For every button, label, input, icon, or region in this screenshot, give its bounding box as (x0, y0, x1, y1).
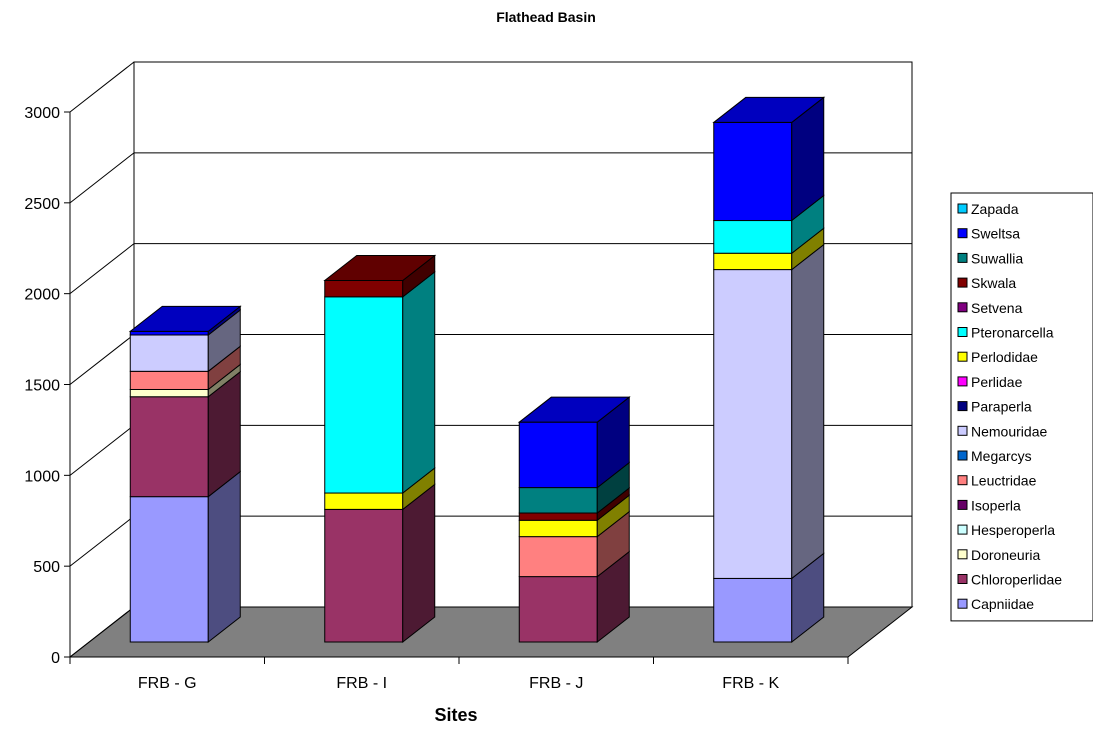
y-tick-label: 2500 (24, 196, 60, 213)
bar-segment (324, 508, 404, 643)
legend-label: Chloroperlidae (971, 572, 1062, 588)
bar-segment (518, 421, 598, 489)
legend-label: Sweltsa (971, 226, 1020, 242)
side-gridline (69, 606, 135, 658)
legend-swatch (957, 549, 968, 560)
x-tick-label: FRB - K (722, 675, 779, 692)
legend-label: Perlodidae (971, 349, 1038, 365)
bar-segment (518, 576, 598, 643)
legend-swatch (957, 450, 968, 461)
legend-label: Doroneuria (971, 547, 1040, 563)
legend-swatch (957, 277, 968, 288)
legend-swatch (957, 228, 968, 239)
side-gridline (69, 334, 135, 385)
bar-segment (518, 487, 598, 514)
legend-swatch (957, 351, 968, 362)
legend-swatch (957, 574, 968, 584)
bar-segment (324, 296, 404, 494)
legend-label: Suwallia (971, 250, 1023, 266)
bar-segment-side (207, 470, 241, 644)
y-tick-label: 1500 (24, 378, 60, 395)
bar-segment-top (517, 396, 631, 423)
bar-segment-side (791, 243, 825, 580)
bar-segment (129, 388, 209, 398)
side-gridline (69, 515, 135, 567)
bar-segment-side (402, 483, 436, 644)
side-gridline (69, 152, 135, 204)
legend-label: Paraperla (971, 399, 1032, 415)
legend-swatch (957, 499, 968, 510)
legend-label: Setvena (971, 300, 1023, 316)
legend-label: Pteronarcella (971, 325, 1054, 341)
legend-swatch (957, 425, 968, 436)
bar-segment (518, 536, 598, 578)
bar-segment (713, 252, 793, 271)
legend-label: Isoperla (971, 497, 1021, 513)
legend-swatch (957, 475, 968, 486)
bar-segment (518, 512, 598, 521)
bar-segment (129, 496, 209, 643)
side-gridline (69, 424, 135, 476)
bar-segment (713, 577, 793, 643)
bars (128, 96, 826, 644)
y-tick-label: 1000 (24, 468, 60, 485)
legend-swatch (957, 524, 968, 535)
bar-segment (129, 396, 209, 498)
bar-segment (713, 269, 793, 579)
bar-segment-top (323, 254, 437, 281)
legend-swatch (957, 327, 968, 337)
y-tick-label: 3000 (24, 105, 60, 122)
x-tick-label: FRB - I (336, 675, 387, 692)
bar-segment-top (128, 305, 242, 332)
legend-swatch (957, 401, 968, 412)
bar-segment (129, 330, 209, 336)
legend-swatch (957, 252, 968, 263)
chart-title: Flathead Basin (496, 9, 596, 25)
x-tick-label: FRB - G (138, 675, 197, 692)
legend-label: Nemouridae (971, 423, 1047, 439)
bar-segment (324, 492, 404, 510)
legend-swatch (957, 376, 968, 387)
legend: Zapada Sweltsa Suwallia Skwala Setvena Pteron… (950, 192, 1093, 622)
legend-label: Capniidae (971, 596, 1034, 612)
legend-label: Skwala (971, 275, 1016, 291)
bar-segment (713, 121, 793, 222)
bar-segment (324, 279, 404, 298)
bar-segment (713, 220, 793, 254)
legend-label: Hesperoperla (971, 522, 1055, 538)
legend-label: Zapada (971, 201, 1019, 217)
x-tick-label: FRB - J (529, 675, 583, 692)
legend-swatch (957, 302, 968, 313)
legend-label: Megarcys (971, 448, 1032, 464)
bar-segment (129, 370, 209, 390)
side-gridline (69, 61, 135, 113)
legend-label: Leuctridae (971, 473, 1037, 489)
axes: 0 500 1000 1500 2000 2500 3000 FRB - G FRB - I FR… (24, 105, 849, 692)
side-gridline (69, 243, 135, 295)
legend-swatch (957, 598, 968, 609)
y-tick-label: 0 (51, 650, 60, 667)
legend-box (950, 192, 1093, 622)
legend-swatch (957, 203, 968, 214)
bar-segment-side (402, 270, 436, 495)
legend-label: Perlidae (971, 374, 1023, 390)
bar-segment (129, 334, 209, 372)
x-axis-title: Sites (434, 705, 477, 725)
y-tick-label: 500 (33, 559, 60, 576)
bar-segment-top (712, 96, 826, 123)
y-tick-label: 2000 (24, 287, 60, 304)
bar-segment (518, 519, 598, 538)
